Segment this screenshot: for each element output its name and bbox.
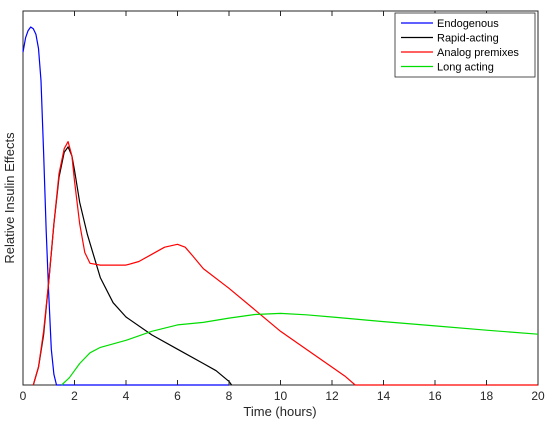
legend: Endogenous Rapid-acting Analog premixes Lon… xyxy=(394,12,536,78)
x-tick-label: 8 xyxy=(226,389,233,403)
x-tick-label: 18 xyxy=(480,389,494,403)
x-tick-label: 16 xyxy=(428,389,442,403)
x-tick-label: 4 xyxy=(123,389,130,403)
series-line-3 xyxy=(61,312,539,386)
x-tick-label: 20 xyxy=(531,389,545,403)
x-ticks: 0 2 4 6 8 10 12 14 16 18 20 xyxy=(20,11,545,403)
series-line-0 xyxy=(22,26,229,386)
legend-label-1: Rapid-acting xyxy=(437,33,499,45)
legend-label-2: Analog premixes xyxy=(437,47,519,59)
x-tick-label: 12 xyxy=(325,389,339,403)
series-layer xyxy=(22,26,539,386)
x-axis-label: Time (hours) xyxy=(243,404,316,419)
x-tick-label: 0 xyxy=(20,389,27,403)
legend-label-0: Endogenous xyxy=(437,18,499,30)
series-line-2 xyxy=(32,141,538,386)
x-tick-label: 10 xyxy=(274,389,288,403)
x-tick-label: 2 xyxy=(71,389,78,403)
y-axis-label: Relative Insulin Effects xyxy=(2,132,17,264)
legend-label-3: Long acting xyxy=(437,62,494,74)
x-tick-label: 6 xyxy=(174,389,181,403)
x-tick-label: 14 xyxy=(377,389,391,403)
